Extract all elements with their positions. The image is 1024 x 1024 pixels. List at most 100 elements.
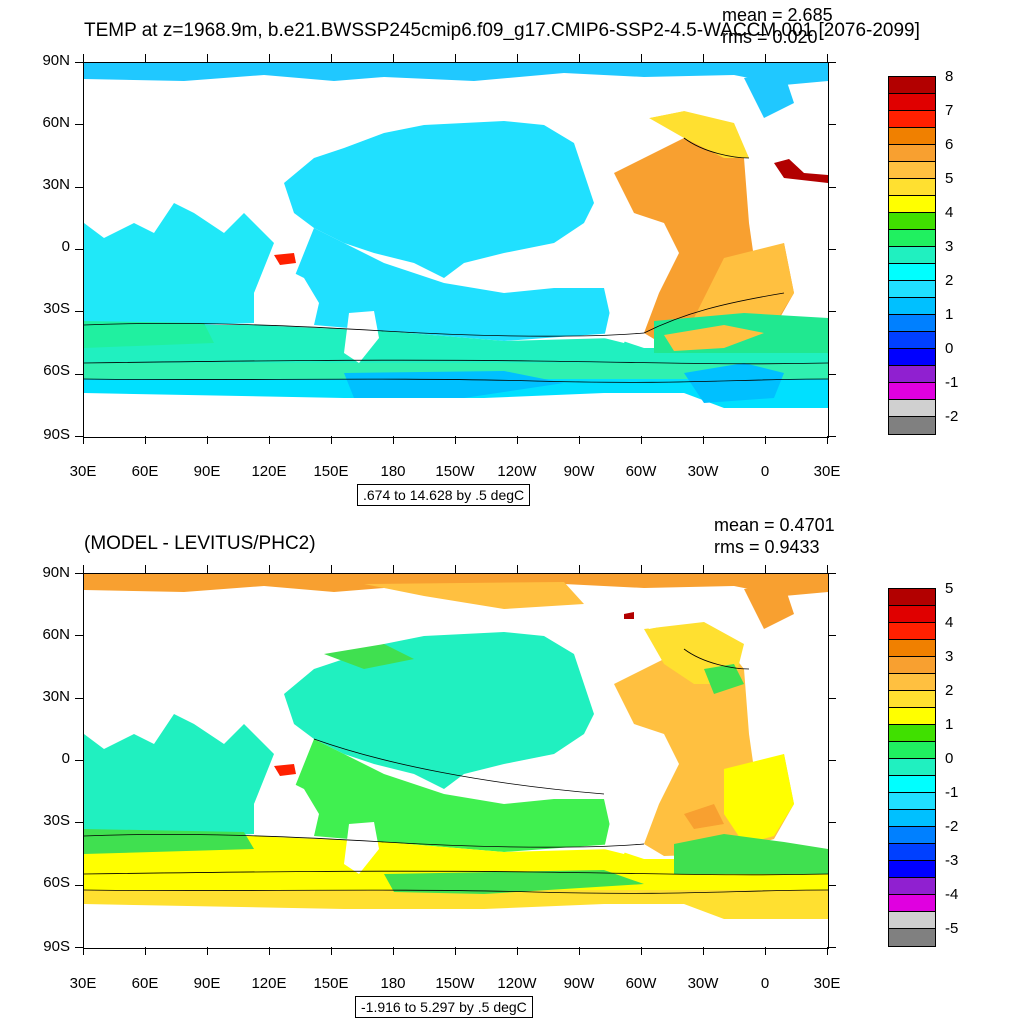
axis-tick — [455, 565, 456, 573]
colorbar-swatch — [889, 725, 935, 742]
axis-tick — [827, 565, 828, 573]
bottom-xlabel: 0 — [760, 975, 770, 992]
colorbar-swatch — [889, 759, 935, 776]
colorbar-swatch — [889, 213, 935, 230]
colorbar-swatch — [889, 606, 935, 623]
axis-tick — [393, 54, 394, 62]
colorbar-swatch — [889, 417, 935, 434]
colorbar-label: -1 — [945, 374, 959, 391]
bottom-ylabel-30s: 30S — [43, 812, 70, 829]
colorbar-swatch — [889, 708, 935, 725]
colorbar-label: 8 — [945, 68, 954, 85]
axis-tick — [393, 436, 394, 444]
axis-tick — [145, 54, 146, 62]
colorbar-swatch — [889, 827, 935, 844]
colorbar-swatch — [889, 145, 935, 162]
colorbar-label: 1 — [945, 306, 954, 323]
axis-tick — [75, 573, 83, 574]
axis-tick — [75, 311, 83, 313]
colorbar-swatch — [889, 878, 935, 895]
axis-tick — [331, 565, 332, 573]
axis-tick — [827, 54, 828, 62]
southern-ocean-band-1 — [84, 325, 828, 363]
axis-tick — [145, 565, 146, 573]
axis-tick — [455, 947, 456, 955]
axis-tick — [75, 186, 83, 188]
colorbar-label: 3 — [945, 648, 954, 665]
colorbar-label: 6 — [945, 136, 954, 153]
colorbar-swatch — [889, 861, 935, 878]
axis-tick — [765, 54, 766, 62]
bottom-map — [83, 573, 829, 949]
bottom-colorbar — [888, 588, 936, 947]
colorbar-label: -2 — [945, 408, 959, 425]
top-colorbar — [888, 76, 936, 435]
axis-tick — [828, 186, 836, 188]
axis-tick — [207, 565, 208, 573]
top-ylabel-90n: 90N — [42, 52, 70, 69]
colorbar-swatch — [889, 895, 935, 912]
bottom-mean: mean = 0.4701 — [714, 515, 835, 535]
bottom-ylabel-30n: 30N — [42, 688, 70, 705]
axis-tick — [331, 436, 332, 444]
colorbar-swatch — [889, 230, 935, 247]
colorbar-swatch — [889, 776, 935, 793]
top-stats: mean = 2.685 rms = 0.020 — [722, 4, 833, 48]
bottom-xlabel: 30E — [69, 975, 97, 992]
pacific-ocean — [284, 121, 594, 278]
axis-tick — [828, 884, 836, 886]
axis-tick — [83, 565, 84, 573]
axis-tick — [517, 436, 518, 444]
land-mask — [254, 268, 319, 325]
bottom-map-field — [84, 574, 828, 919]
colorbar-swatch — [889, 196, 935, 213]
colorbar-label: 2 — [945, 272, 954, 289]
axis-tick — [75, 124, 83, 126]
bottom-ylabel-60n: 60N — [42, 626, 70, 643]
top-xlabel: 150W — [435, 463, 475, 480]
axis-tick — [703, 54, 704, 62]
bottom-title: (MODEL - LEVITUS/PHC2) — [84, 533, 316, 554]
bottom-xlabel: 120W — [497, 975, 537, 992]
colorbar-swatch — [889, 349, 935, 366]
indian-ocean — [84, 203, 274, 325]
top-ylabel-60n: 60N — [42, 114, 70, 131]
axis-tick — [145, 947, 146, 955]
bottom-rms: rms = 0.9433 — [714, 537, 820, 557]
colorbar-swatch — [889, 162, 935, 179]
bottom-xlabel: 30E — [813, 975, 841, 992]
top-xlabel: 120E — [251, 463, 287, 480]
axis-tick — [641, 436, 642, 444]
colorbar-swatch — [889, 128, 935, 145]
colorbar-swatch — [889, 640, 935, 657]
colorbar-label: 4 — [945, 614, 954, 631]
axis-tick — [579, 947, 580, 955]
axis-tick — [393, 947, 394, 955]
colorbar-swatch — [889, 810, 935, 827]
top-xlabel: 60W — [625, 463, 657, 480]
colorbar-swatch — [889, 315, 935, 332]
axis-tick — [75, 697, 83, 699]
axis-tick — [75, 62, 83, 63]
top-xlabel: 90E — [193, 463, 221, 480]
top-xlabel: 30W — [687, 463, 719, 480]
top-xlabel: 90W — [563, 463, 595, 480]
axis-tick — [75, 249, 83, 250]
top-ylabel-90s: 90S — [43, 426, 70, 443]
bottom-xlabel: 150W — [435, 975, 475, 992]
colorbar-swatch — [889, 589, 935, 606]
axis-tick — [269, 54, 270, 62]
top-map — [83, 62, 829, 438]
bottom-xlabel: 30W — [687, 975, 719, 992]
axis-tick — [828, 947, 836, 948]
axis-tick — [393, 565, 394, 573]
colorbar-swatch — [889, 298, 935, 315]
axis-tick — [827, 947, 828, 955]
colorbar-swatch — [889, 793, 935, 810]
colorbar-label: 5 — [945, 580, 954, 597]
axis-tick — [269, 436, 270, 444]
bottom-ylabel-90s: 90S — [43, 938, 70, 955]
colorbar-swatch — [889, 912, 935, 929]
bottom-xlabel: 90E — [193, 975, 221, 992]
colorbar-label: -3 — [945, 852, 959, 869]
